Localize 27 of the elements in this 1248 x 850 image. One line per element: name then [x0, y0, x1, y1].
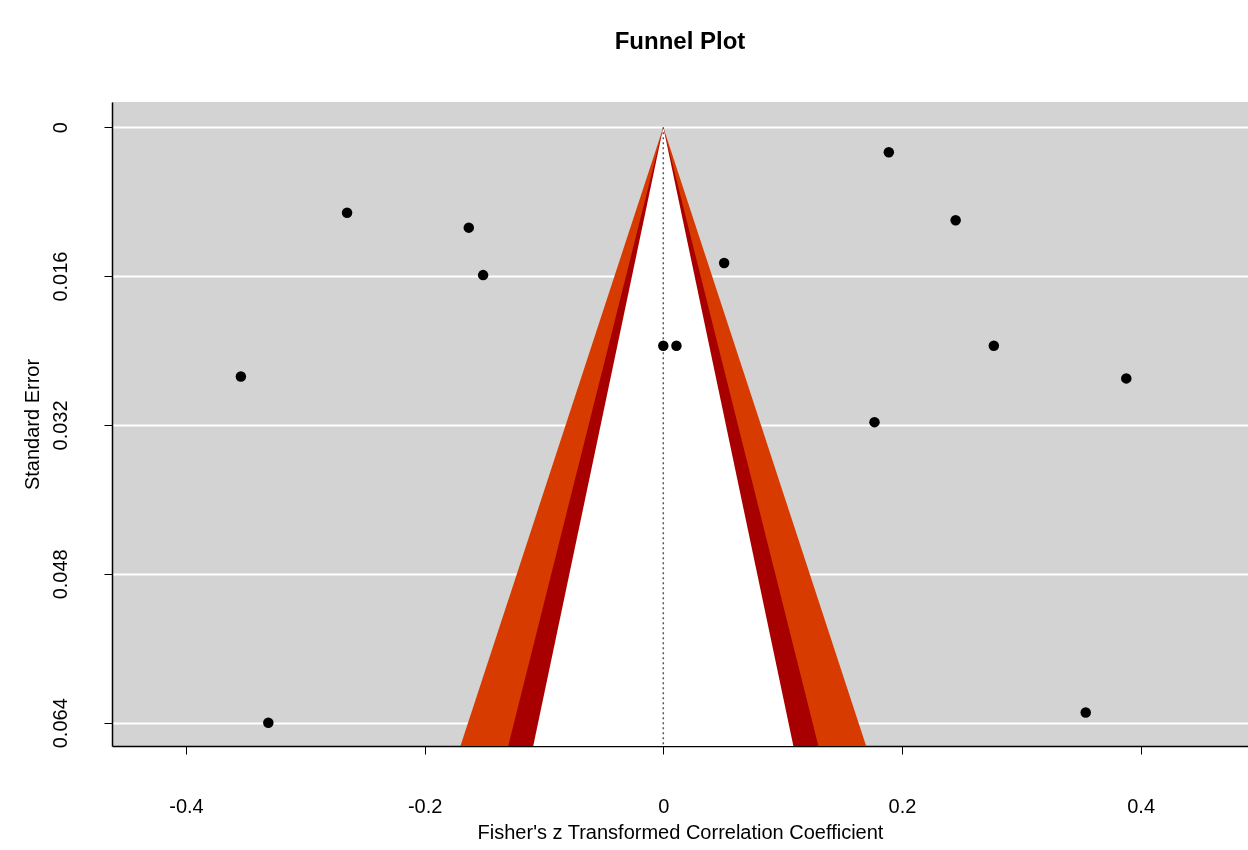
point [658, 340, 669, 352]
point [671, 340, 682, 352]
point [718, 257, 730, 269]
point [341, 207, 353, 218]
point [1121, 373, 1132, 384]
chart-title: Funnel Plot [614, 27, 746, 54]
point [869, 416, 880, 428]
x-tick-label: 0.4 [1127, 794, 1156, 817]
point [1080, 707, 1091, 718]
y-axis-title: Standard Error [20, 358, 43, 491]
point [235, 371, 247, 382]
x-tick-label: 0 [658, 794, 670, 817]
y-tick-label: 0.016 [48, 251, 71, 302]
point [950, 214, 961, 226]
y-tick-label: 0.032 [48, 400, 71, 451]
point [463, 222, 475, 233]
point [883, 147, 895, 158]
x-tick-label: 0.2 [888, 794, 917, 817]
x-tick-label: -0.2 [407, 794, 443, 817]
point [988, 340, 1000, 352]
y-tick-label: 0.064 [48, 698, 71, 749]
y-tick-label: 0.048 [48, 549, 71, 600]
point [477, 269, 489, 281]
point [263, 717, 274, 728]
y-tick-label: 0 [48, 122, 71, 134]
x-tick-label: -0.4 [169, 794, 204, 817]
x-axis-title: Fisher's z Transformed Correlation Coefficient [477, 820, 884, 843]
